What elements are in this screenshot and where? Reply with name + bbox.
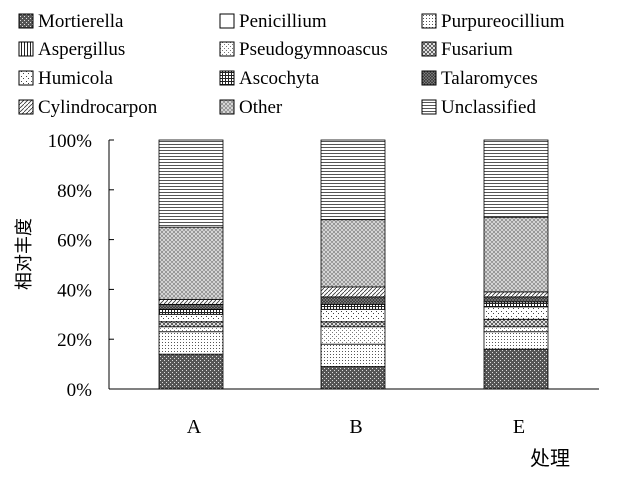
bar-segment-e-cylindrocarpon <box>483 291 549 298</box>
y-tick-label: 20% <box>57 330 92 351</box>
legend-swatch-talaromyces <box>421 70 437 86</box>
legend-swatch-penicillium <box>219 13 235 29</box>
legend-label-other: Other <box>239 97 283 118</box>
bar-segment-e-other <box>483 216 549 293</box>
bar-segment-e-humicola <box>483 306 549 320</box>
y-axis-label: 相对丰度 <box>14 218 34 290</box>
legend-swatch-aspergillus <box>18 41 34 57</box>
legend-swatch-unclassified <box>421 99 437 115</box>
y-tick-label: 60% <box>57 231 92 252</box>
bar-segment-b-other <box>320 219 386 288</box>
bar-segment-b-humicola <box>320 308 386 323</box>
legend-swatch-other <box>219 99 235 115</box>
bar-segment-a-humicola <box>158 313 224 323</box>
legend-label-mortierella: Mortierella <box>38 11 124 32</box>
legend-label-humicola: Humicola <box>38 68 113 89</box>
bar-segment-b-mortierella <box>320 366 386 390</box>
bar-segment-b-purpureocillium <box>320 343 386 367</box>
legend-label-ascochyta: Ascochyta <box>239 68 320 89</box>
legend-swatch-fusarium <box>421 41 437 57</box>
bar-segment-e-ascochyta <box>483 301 549 308</box>
legend-swatch-ascochyta <box>219 70 235 86</box>
x-tick-label-e: E <box>513 416 525 438</box>
bar-segment-a-unclassified <box>158 139 224 228</box>
bar-segment-a-fusarium <box>158 321 224 328</box>
bar-segment-a-other <box>158 226 224 300</box>
legend-swatch-humicola <box>18 70 34 86</box>
legend-label-cylindrocarpon: Cylindrocarpon <box>38 97 158 118</box>
bars <box>158 139 549 390</box>
bar-segment-e-purpureocillium <box>483 331 549 350</box>
legend-label-fusarium: Fusarium <box>441 39 513 60</box>
legend-label-unclassified: Unclassified <box>441 97 536 118</box>
legend-label-aspergillus: Aspergillus <box>38 39 125 60</box>
bar-segment-a-mortierella <box>158 353 224 390</box>
x-tick-label-b: B <box>349 416 362 438</box>
bar-segment-b-unclassified <box>320 139 386 221</box>
bar-segment-b-ascochyta <box>320 303 386 310</box>
legend-label-pseudogymnoascus: Pseudogymnoascus <box>239 39 388 60</box>
y-axis-ticks: 0% 20% 40% 60% 80% 100% <box>48 131 114 401</box>
bar-segment-a-pseudogymnoascus <box>158 326 224 333</box>
legend-label-penicillium: Penicillium <box>239 11 327 32</box>
bar-segment-e-pseudogymnoascus <box>483 326 549 333</box>
y-tick-label: 80% <box>57 181 92 202</box>
bar-segment-e-mortierella <box>483 348 549 390</box>
bar-segment-a-talaromyces <box>158 303 224 310</box>
legend-swatch-mortierella <box>18 13 34 29</box>
bar-segment-e-unclassified <box>483 139 549 218</box>
bar-segment-a-ascochyta <box>158 308 224 315</box>
legend-swatch-cylindrocarpon <box>18 99 34 115</box>
bar-segment-b-fusarium <box>320 321 386 328</box>
bar-segment-a-purpureocillium <box>158 331 224 355</box>
legend-swatch-pseudogymnoascus <box>219 41 235 57</box>
bar-segment-e-fusarium <box>483 318 549 328</box>
x-axis-label: 处理 <box>530 447 570 470</box>
y-tick-label: 0% <box>67 380 93 401</box>
y-tick-label: 100% <box>48 131 93 152</box>
legend-swatch-purpureocillium <box>421 13 437 29</box>
x-tick-label-a: A <box>187 416 202 438</box>
bar-segment-b-cylindrocarpon <box>320 286 386 298</box>
legend-label-purpureocillium: Purpureocillium <box>441 11 565 32</box>
legend-label-talaromyces: Talaromyces <box>441 68 538 89</box>
legend: Mortierella Penicillium Purpureocillium Asp… <box>18 11 565 118</box>
bar-segment-a-cylindrocarpon <box>158 298 224 305</box>
y-tick-label: 40% <box>57 280 92 301</box>
bar-segment-b-talaromyces <box>320 296 386 305</box>
bar-segment-b-pseudogymnoascus <box>320 326 386 345</box>
bar-segment-e-talaromyces <box>483 296 549 303</box>
